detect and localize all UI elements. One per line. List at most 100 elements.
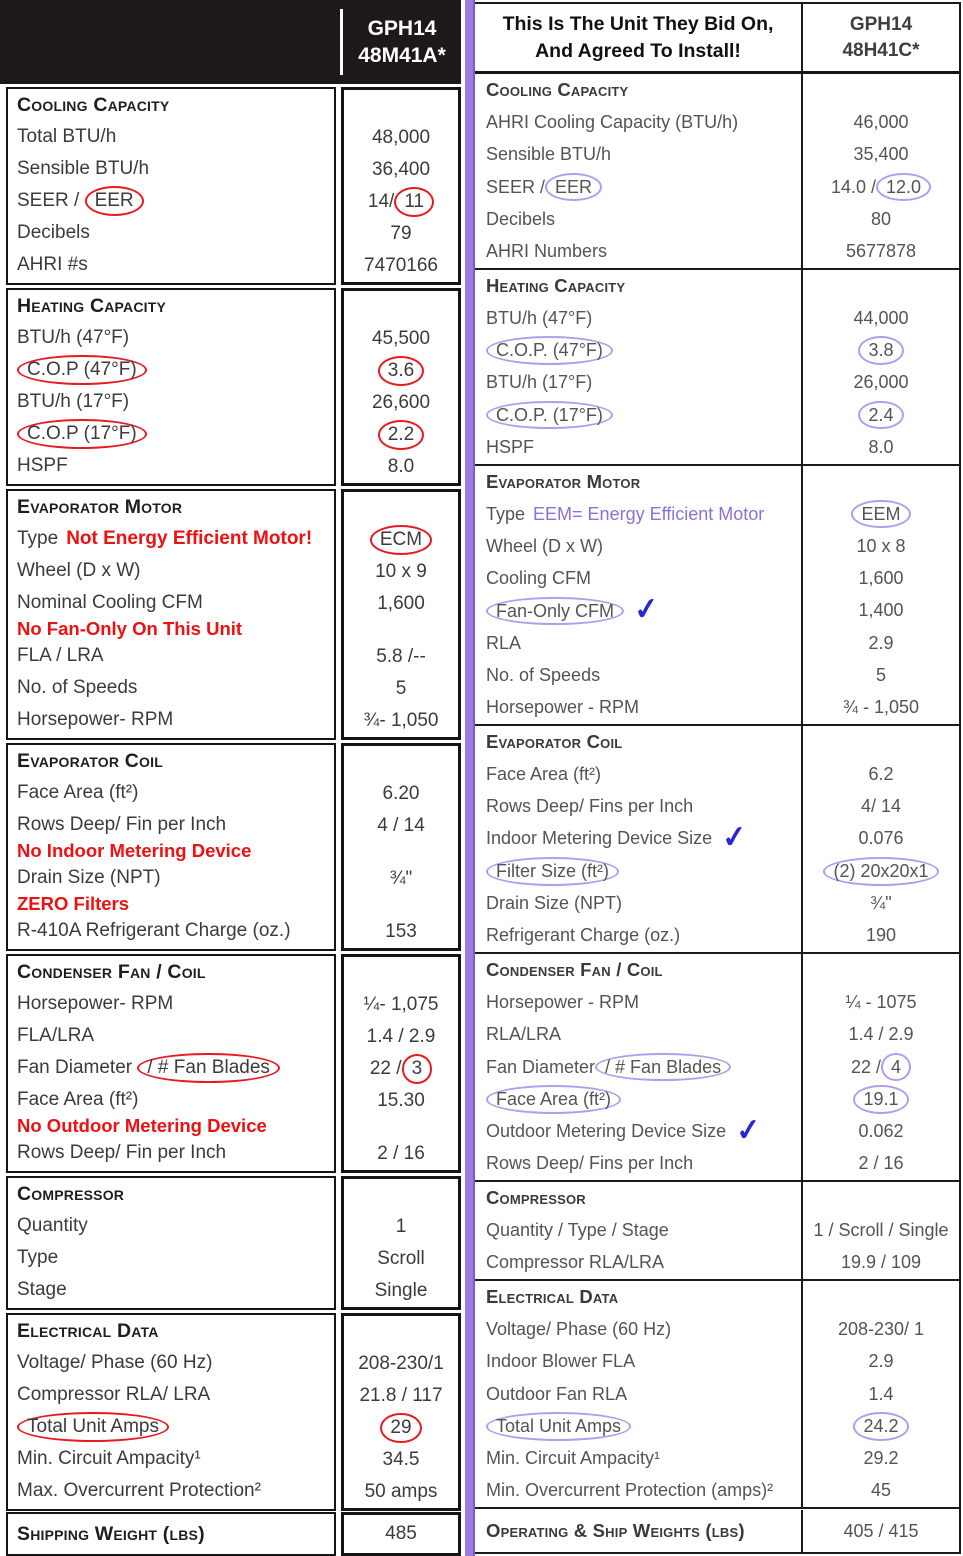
text-part: 26,600 bbox=[371, 392, 431, 413]
row-value: EEM bbox=[801, 497, 959, 531]
table-row: Sensible BTU/h bbox=[17, 153, 334, 185]
row-value: 1 / Scroll / Single bbox=[801, 1214, 959, 1247]
section-value-column: 208-230/1 21.8 / 117 29 34.5 50 amps bbox=[341, 1313, 461, 1511]
table-gap bbox=[461, 0, 465, 1556]
row-value: 208-230/1 bbox=[344, 1348, 458, 1380]
text-part: No. of Speeds bbox=[17, 677, 138, 698]
text-part: ¼ - 1075 bbox=[845, 991, 917, 1012]
footer-label: Operating & Ship Weights (lbs) bbox=[486, 1520, 745, 1541]
row-value: 5 bbox=[801, 659, 959, 692]
section-title: Evaporator Coil bbox=[486, 731, 623, 753]
row-label: Face Area (ft²) bbox=[17, 1089, 138, 1111]
row-value: 2 / 16 bbox=[344, 1138, 458, 1170]
row-value: 46,000 bbox=[801, 106, 959, 139]
row-label: Drain Size (NPT) bbox=[17, 867, 161, 889]
table-row: Rows Deep/ Fin per Inch bbox=[17, 809, 334, 841]
row-value: 2.9 bbox=[801, 627, 959, 660]
value-spacer bbox=[344, 1179, 458, 1211]
row-label: No. of Speeds bbox=[17, 677, 137, 699]
row-label: AHRI Cooling Capacity (BTU/h) bbox=[475, 106, 801, 138]
spec-section: Heating Capacity BTU/h (47°F) C.O.P (47°F)… bbox=[6, 288, 461, 486]
text-part: 1.4 / 2.9 bbox=[366, 1026, 436, 1047]
section-title-row: Electrical Data bbox=[17, 1315, 334, 1347]
text-part: FLA/LRA bbox=[17, 1025, 95, 1046]
table-row: Wheel (D x W) bbox=[17, 555, 334, 587]
spec-section: Condenser Fan / Coil Horsepower - RPM ¼ - … bbox=[475, 954, 959, 1183]
table-row: C.O.P. (47°F) 3.8 bbox=[475, 334, 959, 367]
row-label: Outdoor Fan RLA bbox=[475, 1378, 801, 1410]
text-part: Face Area (ft²) bbox=[486, 763, 602, 784]
annotation-circle: C.O.P. (47°F) bbox=[486, 336, 613, 365]
text-part: Rows Deep/ Fin per Inch bbox=[17, 1142, 227, 1163]
text-part: HSPF bbox=[17, 455, 68, 476]
text-part: 5 bbox=[395, 678, 407, 699]
row-value: Scroll bbox=[344, 1243, 458, 1275]
row-label: HSPF bbox=[475, 431, 801, 463]
annotation-circle: C.O.P (17°F) bbox=[17, 419, 147, 449]
table-row: Fan-Only CFM ✓ 1,400 bbox=[475, 592, 959, 628]
text-part: 8.0 bbox=[387, 456, 415, 477]
table-row: Outdoor Fan RLA 1.4 bbox=[475, 1377, 959, 1411]
row-value: 44,000 bbox=[801, 302, 959, 335]
text-part: 6.2 bbox=[868, 763, 894, 784]
right-model-name: GPH14 48H41C* bbox=[801, 4, 959, 71]
row-label: Compressor RLA/ LRA bbox=[17, 1384, 210, 1406]
section-label-column: Heating Capacity BTU/h (47°F) C.O.P (47°F)… bbox=[6, 288, 336, 486]
row-label: SEER / EER bbox=[475, 171, 801, 203]
text-part: Not Energy Efficient Motor! bbox=[66, 528, 313, 549]
row-value: 153 bbox=[344, 916, 458, 948]
shipping-weight-row: Shipping Weight (lbs) 485 bbox=[6, 1512, 461, 1556]
row-value: 19.1 bbox=[801, 1083, 959, 1116]
annotation-circle: 3.6 bbox=[377, 356, 425, 386]
table-row: Stage bbox=[17, 1274, 334, 1306]
row-label: R-410A Refrigerant Charge (oz.) bbox=[17, 920, 291, 942]
table-row: Compressor RLA/LRA 19.9 / 109 bbox=[475, 1246, 959, 1279]
row-value: 29.2 bbox=[801, 1442, 959, 1475]
text-part: Compressor RLA/ LRA bbox=[17, 1384, 211, 1405]
text-part: 36,400 bbox=[371, 159, 431, 180]
text-part: Refrigerant Charge (oz.) bbox=[486, 925, 681, 946]
row-value: 208-230/ 1 bbox=[801, 1313, 959, 1346]
annotation-circle: (2) 20x20x1 bbox=[823, 856, 939, 886]
footer-label: Shipping Weight (lbs) bbox=[17, 1522, 205, 1545]
text-part: R-410A Refrigerant Charge (oz.) bbox=[17, 920, 291, 941]
annotation-circle: Total Unit Amps bbox=[17, 1412, 169, 1442]
row-value: 50 amps bbox=[344, 1476, 458, 1508]
spec-section: Cooling Capacity AHRI Cooling Capacity (B… bbox=[475, 74, 959, 270]
row-label: Horsepower - RPM bbox=[475, 692, 801, 724]
left-spec-table: GPH14 48M41A* Cooling Capacity Total BTU/… bbox=[0, 0, 461, 1556]
text-part: 153 bbox=[385, 921, 417, 942]
annotation-circle: 3.8 bbox=[858, 336, 904, 365]
text-part: 1,600 bbox=[377, 593, 425, 614]
section-title-row: Heating Capacity bbox=[17, 290, 334, 322]
text-part: Rows Deep/ Fins per Inch bbox=[486, 796, 694, 817]
table-row: Compressor RLA/ LRA bbox=[17, 1379, 334, 1411]
section-title-cell: Electrical Data bbox=[475, 1281, 801, 1313]
row-value: 24.2 bbox=[801, 1410, 959, 1443]
row-value: 2.9 bbox=[801, 1345, 959, 1378]
value-spacer bbox=[801, 954, 959, 987]
row-label: BTU/h (17°F) bbox=[475, 367, 801, 399]
table-row: Horsepower - RPM ¾ - 1,050 bbox=[475, 691, 959, 724]
section-title-row: Evaporator Motor bbox=[17, 491, 334, 523]
spec-section: Evaporator Motor Type Not Energy Efficient… bbox=[6, 489, 461, 740]
row-label: Wheel (D x W) bbox=[17, 560, 141, 582]
annotation-circle: 24.2 bbox=[853, 1411, 909, 1441]
row-value: 10 x 9 bbox=[344, 556, 458, 588]
table-row: Nominal Cooling CFM bbox=[17, 587, 334, 619]
table-row: Cooling CFM 1,600 bbox=[475, 562, 959, 595]
row-label: Type bbox=[17, 1247, 58, 1269]
row-value: 1,400 bbox=[801, 594, 959, 628]
text-part: 5 bbox=[875, 664, 886, 685]
text-part: 22 / bbox=[369, 1058, 402, 1079]
text-part: Voltage/ Phase (60 Hz) bbox=[486, 1318, 672, 1339]
row-value: ¾ - 1,050 bbox=[801, 691, 959, 724]
row-label: Compressor RLA/LRA bbox=[475, 1247, 801, 1279]
text-part: 44,000 bbox=[853, 307, 909, 328]
section-value-column: 48,000 36,400 14/11 79 7470166 bbox=[341, 87, 461, 285]
left-header-separator bbox=[340, 9, 343, 75]
row-label: Type Not Energy Efficient Motor! bbox=[17, 528, 312, 550]
spec-section: Evaporator Coil Face Area (ft²) 6.2 Rows De… bbox=[475, 725, 959, 955]
row-label: Min. Circuit Ampacity¹ bbox=[475, 1442, 801, 1474]
row-label: Operating & Ship Weights (lbs) bbox=[475, 1510, 801, 1552]
